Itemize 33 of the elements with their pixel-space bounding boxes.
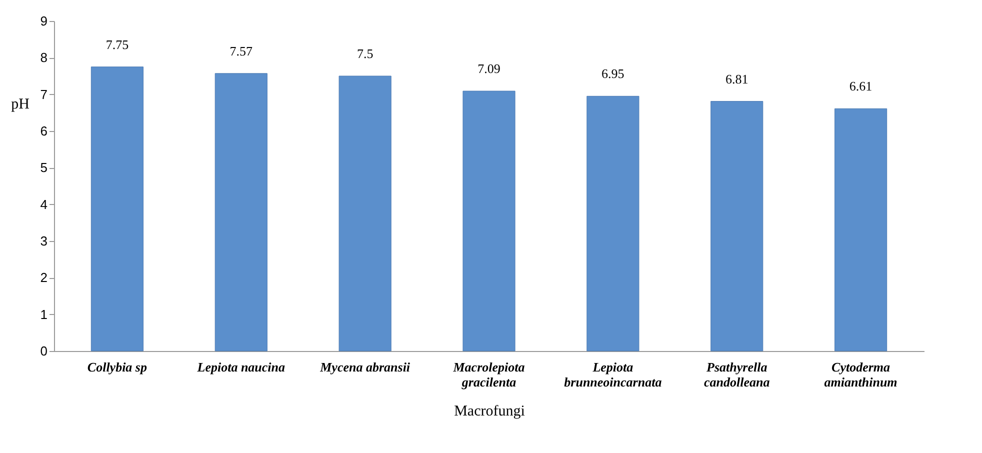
bar bbox=[834, 108, 888, 352]
x-tick-label: Lepiota naucina bbox=[196, 360, 286, 374]
data-label: 7.75 bbox=[106, 36, 129, 52]
x-tick-label: Lepiota brunneoincarnata bbox=[564, 360, 662, 390]
y-tick-label: 4 bbox=[40, 196, 48, 212]
data-label: 7.5 bbox=[356, 46, 374, 61]
bar bbox=[90, 66, 144, 352]
y-tick-label: 9 bbox=[40, 14, 48, 28]
y-axis-title: pH bbox=[11, 96, 30, 112]
bar bbox=[710, 101, 764, 352]
bar bbox=[214, 73, 268, 352]
data-label: 7.57 bbox=[230, 43, 254, 58]
x-tick-label: Macrolepiota gracilenta bbox=[452, 360, 526, 390]
data-label: 6.95 bbox=[602, 66, 624, 82]
x-tick-label: Mycena abransii bbox=[319, 360, 410, 374]
y-tick-label: 8 bbox=[40, 50, 48, 66]
data-label: 6.81 bbox=[725, 71, 748, 86]
data-label: 7.09 bbox=[478, 61, 500, 76]
bar bbox=[462, 90, 516, 352]
bar bbox=[338, 76, 392, 352]
y-tick-label: 3 bbox=[40, 234, 48, 248]
y-tick-label: 7 bbox=[40, 86, 48, 102]
y-tick-label: 5 bbox=[40, 160, 48, 176]
y-tick-label: 6 bbox=[40, 124, 48, 138]
data-label: 6.61 bbox=[849, 78, 872, 94]
y-tick-label: 2 bbox=[40, 270, 48, 286]
y-tick-label: 0 bbox=[40, 344, 48, 358]
x-axis-title: Macrofungi bbox=[454, 404, 525, 420]
y-tick-label: 1 bbox=[40, 306, 48, 322]
x-tick-label: Cytoderma amianthinum bbox=[824, 360, 898, 390]
x-tick-label: Collybia sp bbox=[87, 360, 148, 374]
x-tick-label: Psathyrella candolleana bbox=[704, 360, 770, 390]
bar bbox=[586, 96, 640, 352]
